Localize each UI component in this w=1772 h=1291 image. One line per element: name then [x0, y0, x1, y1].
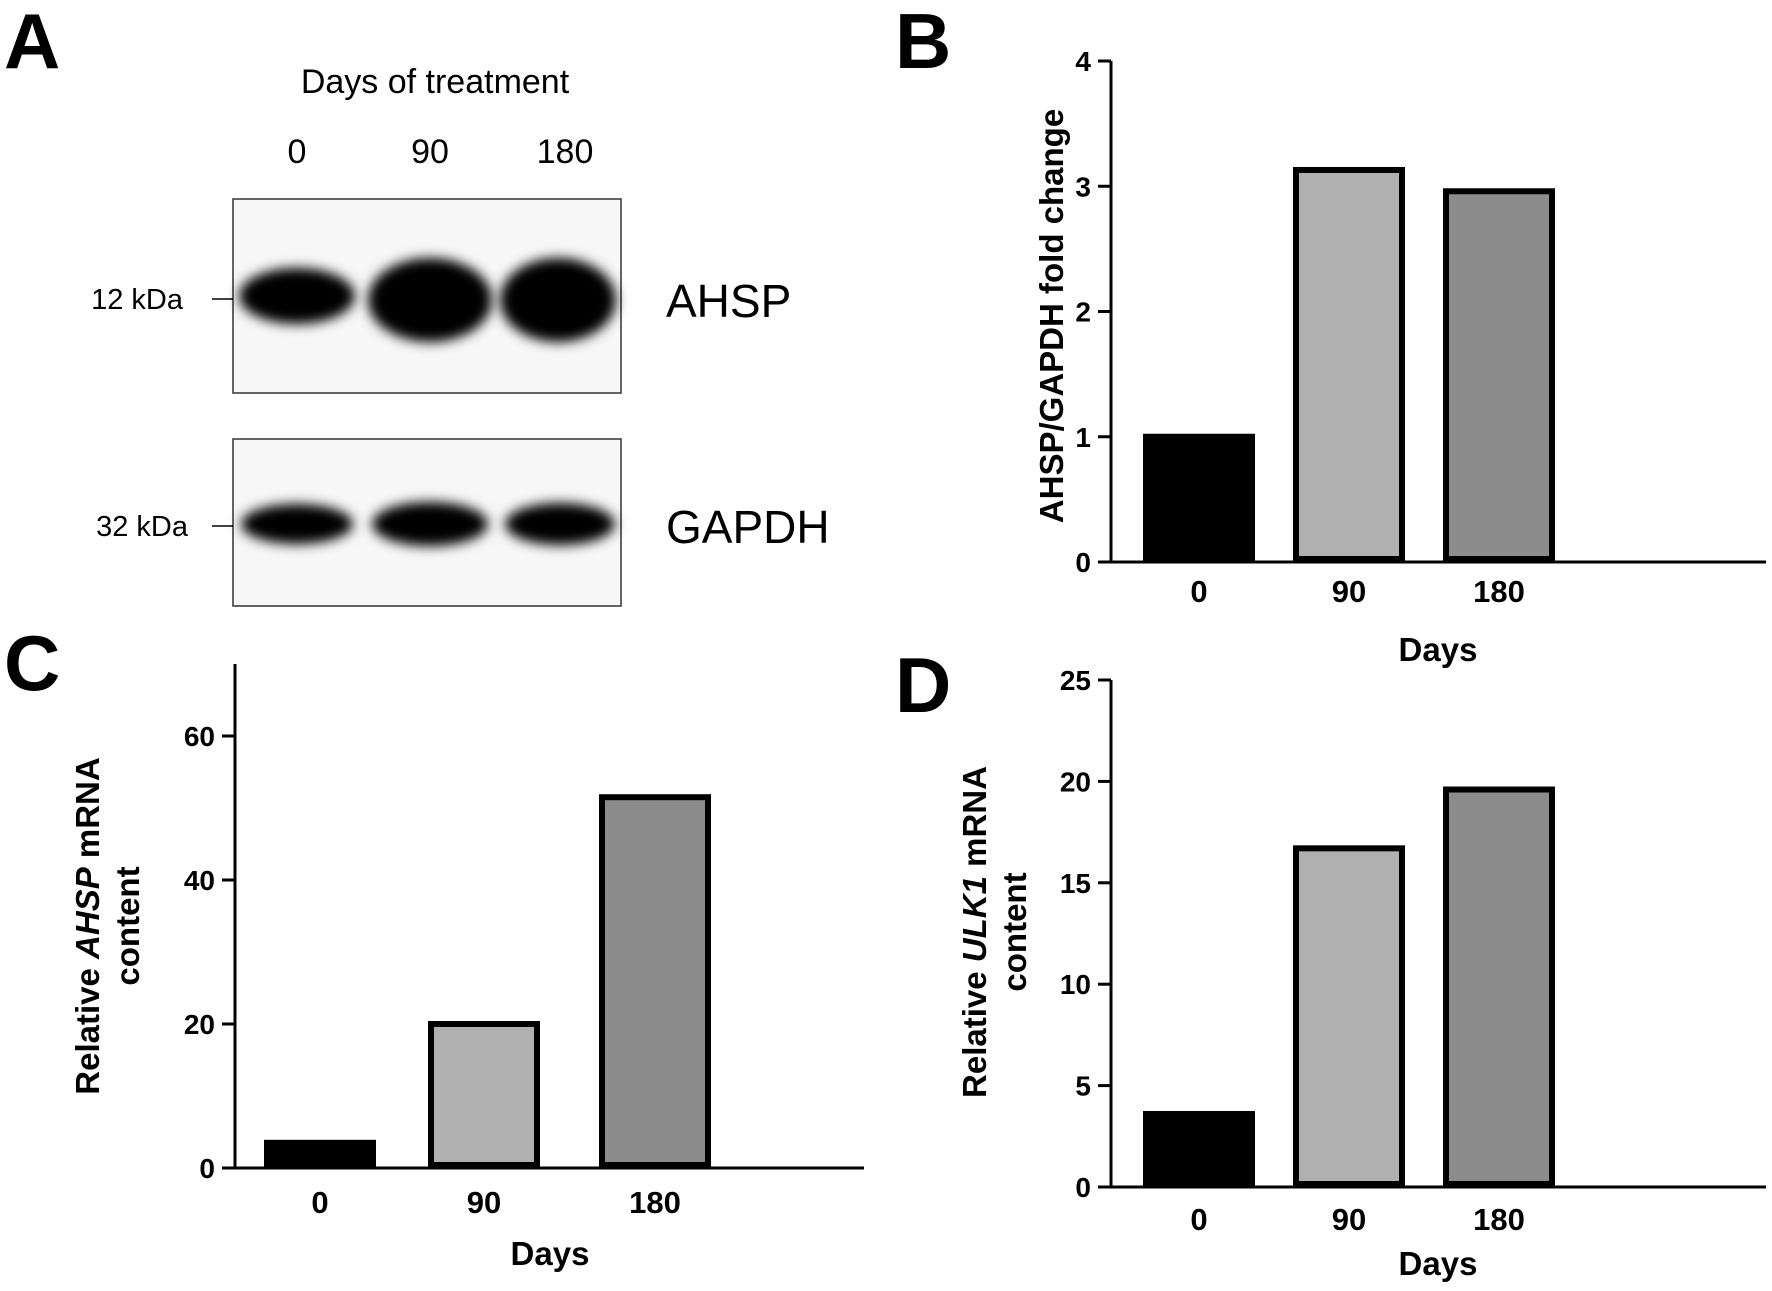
x-tick-label: 180	[629, 1185, 681, 1220]
chart-c-y-title-line2: content	[109, 866, 146, 985]
chart-d-x-labels: 0 90 180	[1190, 1202, 1524, 1237]
ahsp-band-day0	[239, 268, 355, 324]
ahsp-mw-label: 12 kDa	[91, 284, 184, 316]
chart-c: 0 20 40 60 0 90 180 Days Relative AHSP mRNA c…	[69, 664, 864, 1272]
y-tick-label: 15	[1060, 868, 1091, 899]
y-tick-label: 0	[1075, 547, 1091, 578]
bar-day-90	[428, 1021, 540, 1168]
y-tick-label: 2	[1075, 297, 1091, 328]
chart-d-x-title: Days	[1399, 1245, 1478, 1282]
y-tick-label: 20	[184, 1009, 215, 1040]
gapdh-band-label: GAPDH	[666, 501, 830, 553]
x-tick-label: 180	[1473, 574, 1525, 609]
chart-b-bars	[1143, 166, 1555, 562]
chart-c-y-ticks: 0 20 40 60	[184, 721, 235, 1184]
y-tick-label: 0	[1075, 1172, 1091, 1203]
y-tick-label: 25	[1060, 665, 1091, 696]
y-tick-label: 3	[1075, 171, 1091, 202]
y-tick-label: 0	[199, 1153, 215, 1184]
y-tick-label: 40	[184, 865, 215, 896]
x-tick-label: 180	[1473, 1202, 1525, 1237]
chart-b-x-labels: 0 90 180	[1190, 574, 1524, 609]
blot-lane-0: 0	[288, 133, 307, 171]
x-tick-label: 0	[1190, 1202, 1207, 1237]
blot-lane-90: 90	[411, 133, 449, 171]
chart-c-y-title-post: mRNA	[69, 757, 106, 867]
y-tick-label: 1	[1075, 422, 1091, 453]
gapdh-band-day90	[372, 502, 488, 546]
bar-day-90	[1293, 166, 1405, 562]
chart-c-y-title-pre: Relative	[69, 959, 106, 1095]
gapdh-mw-label: 32 kDa	[96, 511, 189, 543]
chart-c-y-title-line1: Relative AHSP mRNA	[69, 757, 106, 1094]
chart-d-bars	[1143, 786, 1555, 1188]
chart-c-x-labels: 0 90 180	[311, 1185, 680, 1220]
panel-letter-b: B	[895, 0, 951, 85]
chart-d-y-ticks: 0 5 10 15 20 25	[1060, 665, 1111, 1203]
ahsp-band-day90	[368, 258, 492, 342]
x-tick-label: 90	[467, 1185, 501, 1220]
y-tick-label: 20	[1060, 766, 1091, 797]
chart-b-y-title: AHSP/GAPDH fold change	[1033, 109, 1070, 523]
bar-day-0	[264, 1139, 376, 1169]
y-tick-label: 5	[1075, 1071, 1091, 1102]
chart-d-y-title-pre: Relative	[956, 962, 993, 1098]
chart-b-x-title: Days	[1399, 631, 1478, 668]
y-tick-label: 60	[184, 721, 215, 752]
chart-d-y-title-line2: content	[996, 872, 1033, 991]
bar-day-0	[1143, 1110, 1255, 1187]
x-tick-label: 90	[1332, 1202, 1366, 1237]
chart-d-y-title-line1: Relative ULK1 mRNA	[956, 766, 993, 1098]
chart-c-y-title-gene: AHSP	[69, 866, 106, 960]
gapdh-band-day0	[241, 504, 353, 544]
blot-lane-180: 180	[537, 133, 594, 171]
chart-c-bars	[264, 794, 711, 1169]
chart-d: 0 5 10 15 20 25 0 90 180 Days Relative ULK1 mRN…	[956, 665, 1766, 1282]
y-tick-label: 10	[1060, 969, 1091, 1000]
panel-letter-a: A	[4, 0, 60, 85]
x-tick-label: 90	[1332, 574, 1366, 609]
chart-d-y-title-post: mRNA	[956, 766, 993, 876]
chart-c-x-title: Days	[511, 1235, 590, 1272]
chart-b-y-ticks: 0 1 2 3 4	[1075, 46, 1111, 578]
ahsp-band-day180	[500, 258, 616, 342]
chart-d-y-title: Relative ULK1 mRNA content	[956, 766, 1033, 1098]
bar-day-180	[1443, 786, 1555, 1188]
panel-letter-c: C	[4, 619, 60, 707]
bar-day-180	[599, 794, 711, 1168]
western-blot: Days of treatment 0 90 180 12 kDa AHSP 3…	[91, 63, 830, 607]
chart-d-y-title-gene: ULK1	[956, 876, 993, 962]
blot-header: Days of treatment	[301, 63, 570, 101]
chart-c-y-title: Relative AHSP mRNA content	[69, 757, 146, 1094]
panel-letter-d: D	[895, 641, 951, 729]
bar-day-0	[1143, 433, 1255, 562]
ahsp-band-label: AHSP	[666, 275, 791, 327]
x-tick-label: 0	[311, 1185, 328, 1220]
x-tick-label: 0	[1190, 574, 1207, 609]
gapdh-band-day180	[505, 503, 615, 545]
y-tick-label: 4	[1075, 46, 1091, 77]
bar-day-90	[1293, 845, 1405, 1187]
chart-b: 0 1 2 3 4 0 90 180 Days AHSP/GAPDH fold change	[1033, 46, 1766, 668]
bar-day-180	[1443, 188, 1555, 562]
